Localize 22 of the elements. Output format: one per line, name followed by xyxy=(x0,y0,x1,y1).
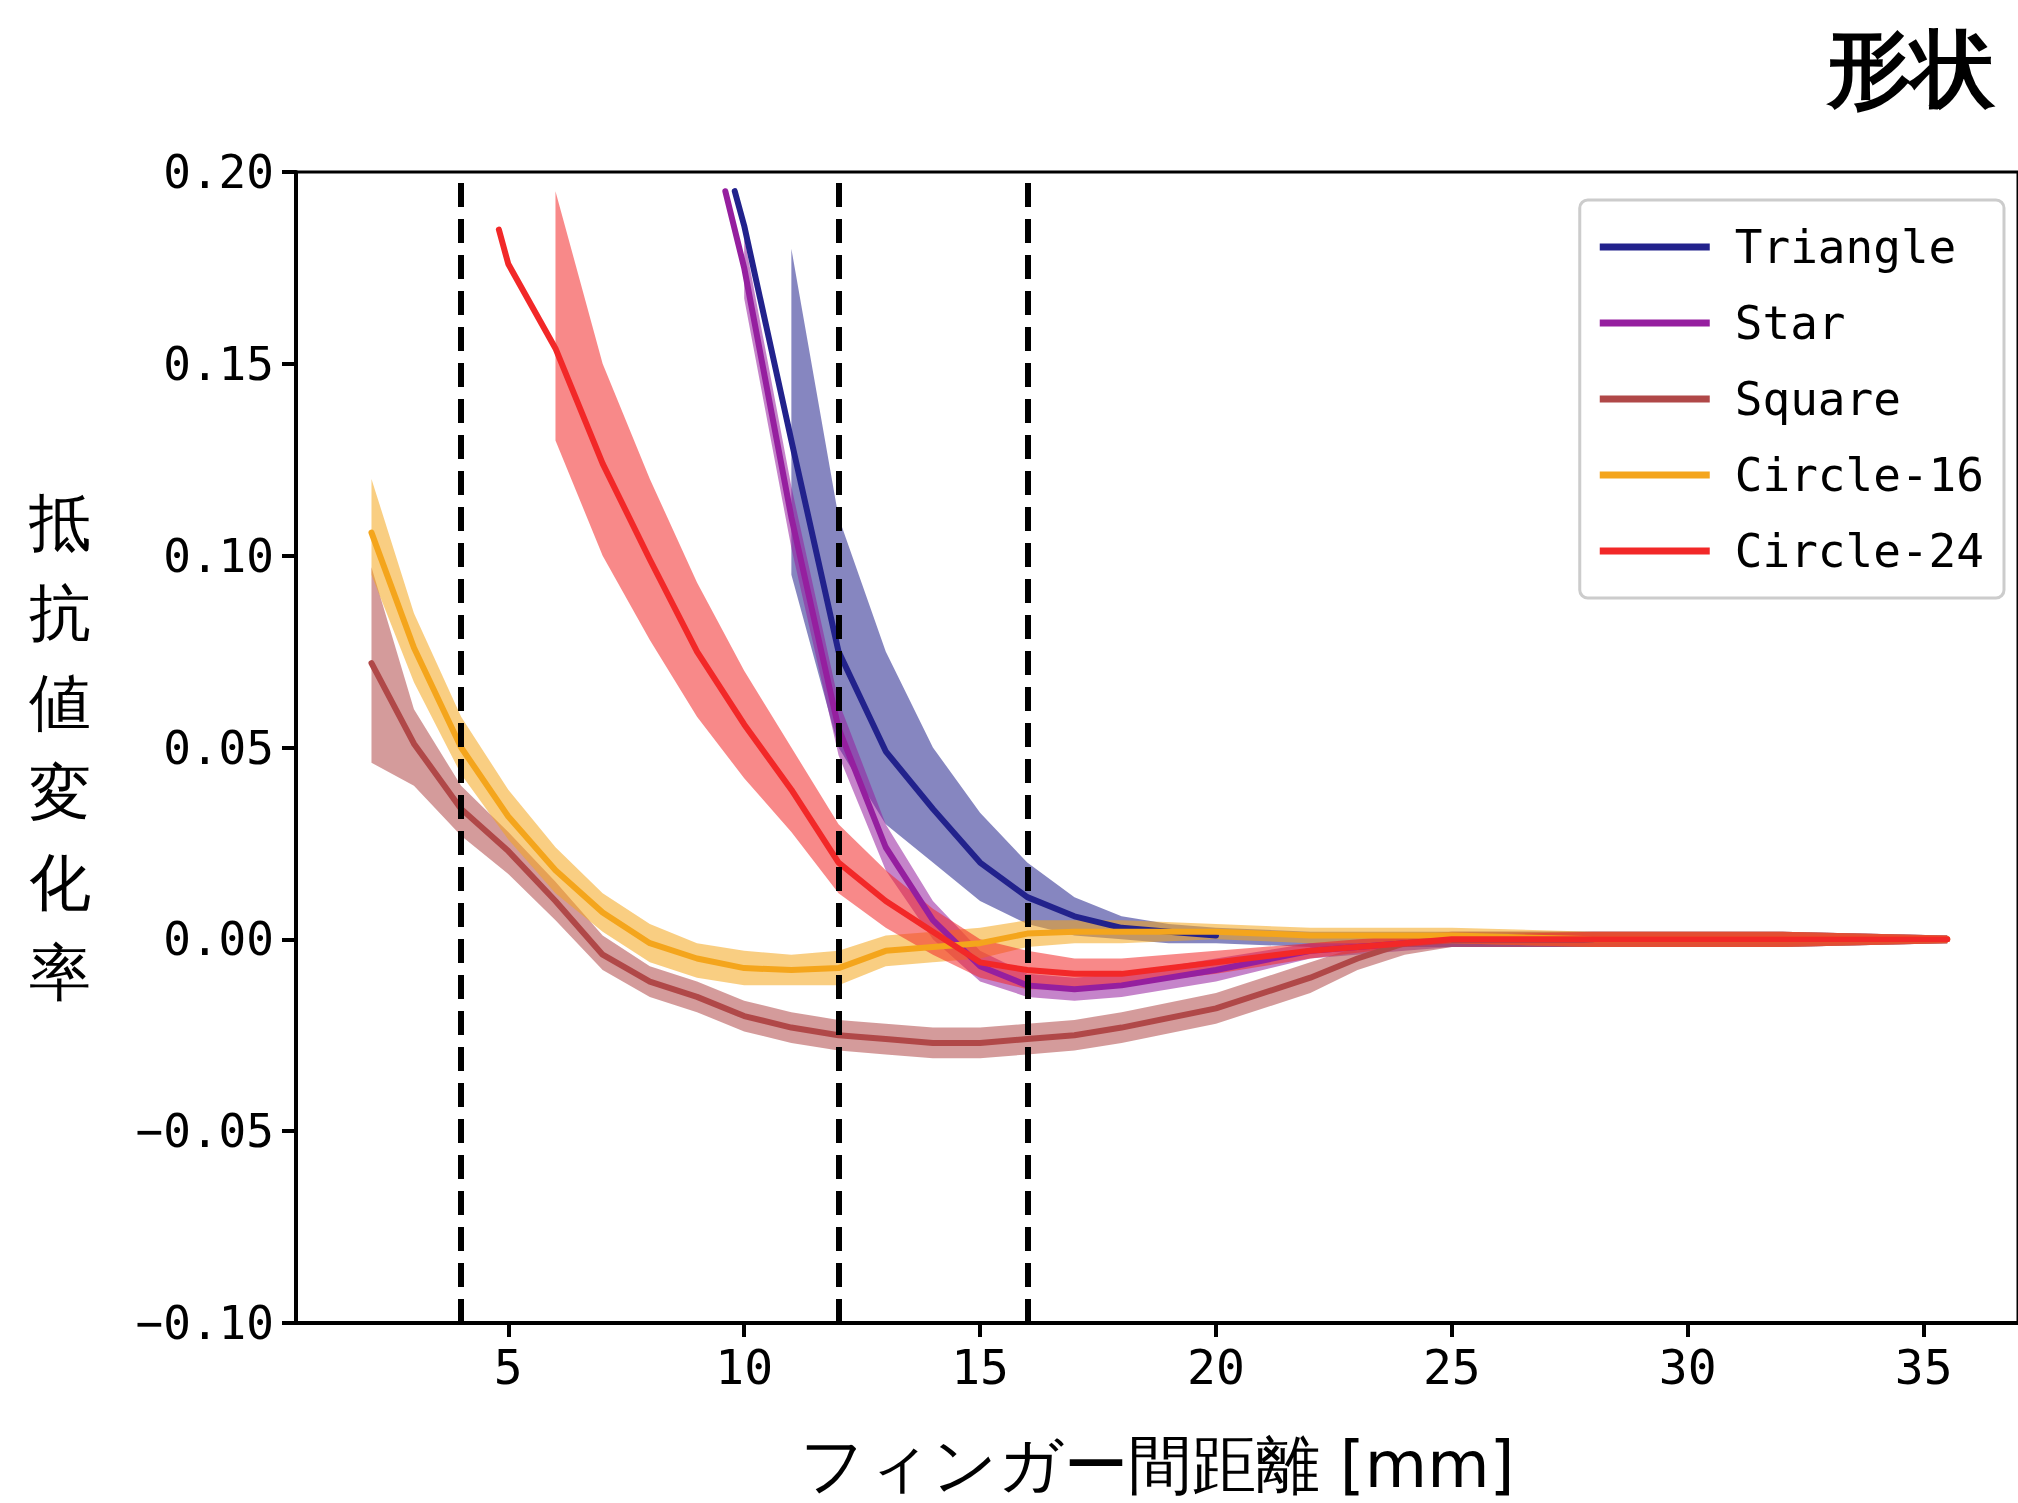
x-tick-label: 5 xyxy=(493,1339,523,1395)
y-tick-label: 0.15 xyxy=(163,336,274,391)
chart-title: 形状 xyxy=(1826,20,1996,118)
legend-label: Triangle xyxy=(1734,220,1957,274)
legend-label: Square xyxy=(1734,372,1901,426)
x-tick-label: 20 xyxy=(1187,1339,1245,1395)
legend-label: Circle-24 xyxy=(1734,524,1984,578)
x-axis-title: フィンガー間距離 [mm] xyxy=(799,1428,1515,1502)
x-tick-label: 25 xyxy=(1422,1339,1481,1395)
y-tick-label: 0.05 xyxy=(163,720,274,775)
legend-label: Circle-16 xyxy=(1734,448,1984,502)
legend-label: Star xyxy=(1734,296,1846,350)
x-tick-label: 35 xyxy=(1894,1339,1953,1395)
y-tick-label: −0.05 xyxy=(135,1104,274,1159)
x-tick-label: 30 xyxy=(1658,1339,1717,1395)
y-tick-label: 0.20 xyxy=(163,145,274,199)
x-tick-label: 15 xyxy=(951,1339,1009,1395)
y-tick-label: 0.10 xyxy=(163,528,274,583)
y-tick-label: 0.00 xyxy=(163,912,274,967)
y-axis-title: 抵抗値変化率 xyxy=(28,486,91,1009)
y-tick-label: −0.10 xyxy=(135,1296,274,1350)
x-tick-label: 10 xyxy=(715,1339,774,1395)
